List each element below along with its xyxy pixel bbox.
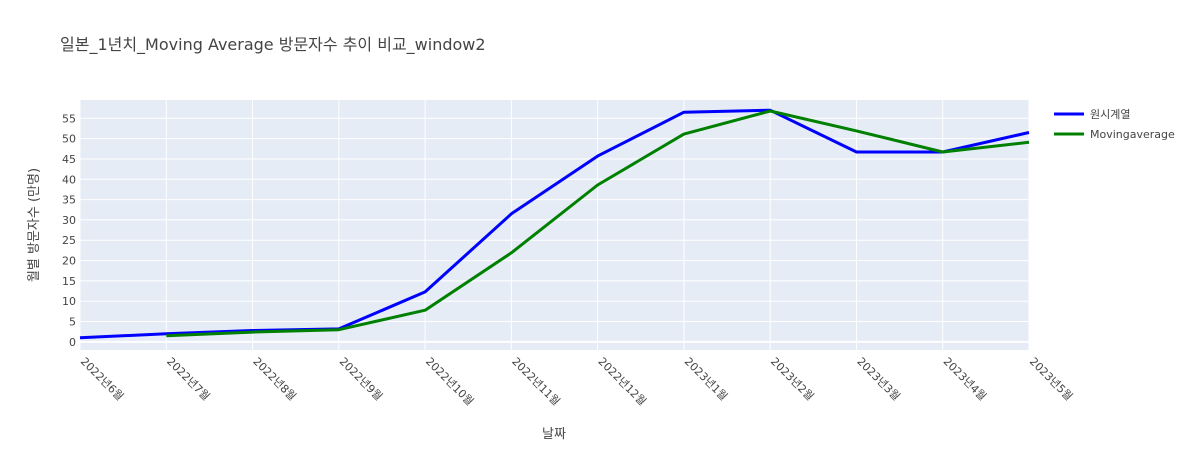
x-tick-label: 2023년1월 — [682, 355, 730, 403]
legend-label[interactable]: Movingaverage — [1090, 128, 1175, 141]
y-tick-label: 55 — [62, 112, 76, 125]
x-tick-label: 2022년10월 — [423, 355, 476, 408]
chart-title: 일본_1년치_Moving Average 방문자수 추이 비교_window2 — [60, 35, 486, 55]
series-line-1 — [166, 109, 1030, 338]
y-tick-label: 35 — [62, 194, 76, 207]
y-tick-label: 30 — [62, 214, 76, 227]
y-tick-label: 50 — [62, 133, 76, 146]
x-tick-label: 2022년6월 — [78, 355, 126, 403]
y-tick-label: 10 — [62, 295, 76, 308]
y-tick-label: 25 — [62, 234, 76, 247]
y-tick-label: 15 — [62, 275, 76, 288]
legend[interactable]: 원시계열 Movingaverage — [1054, 108, 1175, 141]
x-tick-label: 2023년2월 — [768, 355, 816, 403]
y-tick-label: 20 — [62, 255, 76, 268]
x-tick-label: 2022년8월 — [250, 355, 298, 403]
y-tick-label: 5 — [69, 316, 76, 329]
plot-area — [80, 100, 1029, 350]
x-tick-label: 2023년5월 — [1027, 355, 1075, 403]
x-tick-label: 2022년11월 — [509, 355, 562, 408]
legend-label[interactable]: 원시계열 — [1090, 108, 1130, 121]
x-axis-title: 날짜 — [542, 427, 566, 442]
y-tick-label: 40 — [62, 173, 76, 186]
x-tick-label: 2023년3월 — [854, 355, 902, 403]
series-line-0 — [79, 108, 1030, 340]
x-tick-label: 2022년9월 — [337, 355, 385, 403]
x-tick-label: 2022년12월 — [596, 355, 649, 408]
x-tick-label: 2023년4월 — [941, 355, 989, 403]
series-lines — [79, 108, 1030, 340]
x-tick-label: 2022년7월 — [164, 355, 212, 403]
gridlines — [79, 100, 1030, 350]
y-axis-title: 월별 방문자수 (만명) — [27, 168, 42, 282]
y-tick-label: 0 — [69, 336, 76, 349]
x-axis-ticks: 2022년6월 2022년7월 2022년8월 2022년9월 2022년10월 2022… — [78, 355, 1075, 408]
y-axis-ticks: 0 5 10 15 20 25 30 35 40 45 50 55 — [62, 112, 76, 349]
y-tick-label: 45 — [62, 153, 76, 166]
